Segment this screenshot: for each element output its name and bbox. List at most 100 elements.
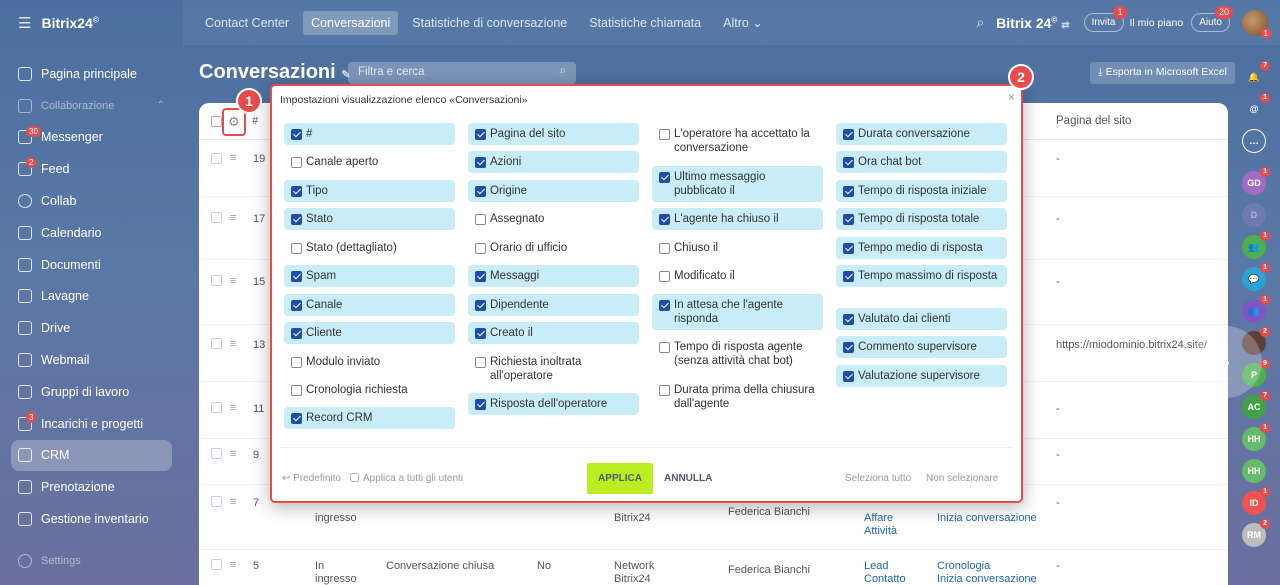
column-option[interactable]: Tipo xyxy=(284,180,455,202)
column-option[interactable]: Tempo massimo di risposta xyxy=(836,265,1007,287)
my-plan-link[interactable]: Il mio piano xyxy=(1129,16,1184,29)
column-option[interactable]: In attesa che l'agente risponda xyxy=(652,294,823,330)
column-option[interactable]: Orario di ufficio xyxy=(468,237,639,259)
apply-all-users-checkbox[interactable]: Applica a tutti gli utenti xyxy=(350,473,463,484)
pin-icon[interactable]: ✎ xyxy=(341,69,351,81)
select-all-checkbox[interactable] xyxy=(211,116,222,127)
checkbox[interactable] xyxy=(843,186,854,197)
column-option[interactable]: Assegnato xyxy=(468,208,639,230)
search-input[interactable]: Filtra e cerca ⌕ xyxy=(348,62,576,84)
menu-icon[interactable]: ☰ xyxy=(18,14,32,32)
row-checkbox[interactable] xyxy=(211,153,222,164)
rail-avatar[interactable]: HH 1 xyxy=(1242,423,1270,451)
checkbox[interactable] xyxy=(659,243,670,254)
sidebar-item-inventario[interactable]: Gestione inventario xyxy=(0,503,183,535)
checkbox[interactable] xyxy=(291,243,302,254)
sidebar-item-incarichi[interactable]: 3 Incarichi e progetti xyxy=(0,408,183,440)
checkbox[interactable] xyxy=(291,186,302,197)
sidebar-item-collab[interactable]: Collab xyxy=(0,185,183,217)
column-option[interactable]: Durata conversazione xyxy=(836,123,1007,145)
checkbox[interactable] xyxy=(659,300,670,311)
checkbox[interactable] xyxy=(475,214,486,225)
row-crm-link[interactable]: Contatto xyxy=(864,573,906,585)
checkbox[interactable] xyxy=(843,314,854,325)
sidebar-item-collaborazione[interactable]: Collaborazione ⌃ xyxy=(0,90,183,122)
column-option[interactable]: Creato il xyxy=(468,322,639,344)
sidebar-item-prenotazione[interactable]: Prenotazione xyxy=(0,471,183,503)
checkbox[interactable] xyxy=(475,157,486,168)
checkbox[interactable] xyxy=(843,157,854,168)
table-row[interactable]: ≡ 5 In ingresso Conversazione chiusa No N… xyxy=(199,550,1228,585)
column-option[interactable]: Valutato dai clienti xyxy=(836,308,1007,330)
next-arrow-icon[interactable]: › xyxy=(1190,326,1262,398)
rail-avatar[interactable]: GD 1 xyxy=(1242,167,1270,195)
column-option[interactable]: Record CRM xyxy=(284,407,455,429)
column-option[interactable]: Canale aperto xyxy=(284,151,455,173)
sidebar-item-settings[interactable]: Settings xyxy=(0,545,183,577)
column-option[interactable]: Ora chat bot xyxy=(836,151,1007,173)
checkbox[interactable] xyxy=(475,271,486,282)
column-option[interactable]: Dipendente xyxy=(468,294,639,316)
col-header-site[interactable]: Pagina del sito xyxy=(1056,115,1132,127)
checkbox[interactable] xyxy=(475,300,486,311)
sidebar-item-documenti[interactable]: Documenti xyxy=(0,249,183,281)
column-option[interactable]: Origine xyxy=(468,180,639,202)
row-checkbox[interactable] xyxy=(211,448,222,459)
checkbox[interactable] xyxy=(843,214,854,225)
checkbox[interactable] xyxy=(659,129,670,140)
row-checkbox[interactable] xyxy=(211,559,222,570)
drag-handle-icon[interactable]: ≡ xyxy=(230,338,237,350)
checkbox[interactable] xyxy=(291,385,302,396)
checkbox[interactable] xyxy=(843,129,854,140)
checkbox[interactable] xyxy=(659,271,670,282)
row-action-link[interactable]: Inizia conversazione xyxy=(937,573,1037,585)
select-none-link[interactable]: Non selezionare xyxy=(926,473,999,484)
checkbox[interactable] xyxy=(291,157,302,168)
column-option[interactable]: Cronologia richiesta xyxy=(284,379,455,401)
col-header-hash[interactable]: # xyxy=(252,115,259,127)
column-option[interactable]: Risposta dell'operatore xyxy=(468,393,639,415)
column-option[interactable]: Tempo di risposta agente (senza attività… xyxy=(652,336,823,372)
checkbox[interactable] xyxy=(659,342,670,353)
rail-avatar[interactable]: RM 2 xyxy=(1242,519,1270,547)
bell-icon[interactable]: 🔔 7 xyxy=(1242,61,1270,89)
gear-icon[interactable]: ⚙ xyxy=(228,114,240,129)
checkbox[interactable] xyxy=(475,129,486,140)
checkbox[interactable] xyxy=(291,129,302,140)
tab-altro[interactable]: Altro ⌄ xyxy=(715,10,771,35)
sidebar-item-messenger[interactable]: 30 Messenger xyxy=(0,122,183,154)
sidebar-item-drive[interactable]: Drive xyxy=(0,312,183,344)
drag-handle-icon[interactable]: ≡ xyxy=(230,152,237,164)
checkbox[interactable] xyxy=(475,357,486,368)
drag-handle-icon[interactable]: ≡ xyxy=(230,275,237,287)
select-all-link[interactable]: Seleziona tutto xyxy=(845,473,912,484)
checkbox[interactable] xyxy=(843,243,854,254)
column-option[interactable]: L'agente ha chiuso il xyxy=(652,208,823,230)
column-option[interactable]: Cliente xyxy=(284,322,455,344)
search-icon[interactable]: ⌕ xyxy=(976,14,985,30)
row-checkbox[interactable] xyxy=(211,402,222,413)
checkbox[interactable] xyxy=(843,271,854,282)
close-icon[interactable]: × xyxy=(1007,90,1015,104)
checkbox[interactable] xyxy=(659,385,670,396)
column-option[interactable]: Stato xyxy=(284,208,455,230)
rail-avatar[interactable]: ID 1 xyxy=(1242,487,1270,515)
table-row[interactable]: ≡ 7 ingresso Bitrix24 Federica Bianchi Af… xyxy=(199,485,1228,550)
checkbox[interactable] xyxy=(291,214,302,225)
rail-avatar[interactable]: AC 7 xyxy=(1242,391,1270,419)
sidebar-item-webmail[interactable]: Webmail xyxy=(0,344,183,376)
group-chat-icon[interactable]: 💬 1 xyxy=(1242,263,1270,291)
column-option[interactable]: Canale xyxy=(284,294,455,316)
logo[interactable]: Bitrix24© xyxy=(41,14,99,31)
drag-handle-icon[interactable]: ≡ xyxy=(230,496,237,508)
rail-avatar[interactable]: HH xyxy=(1242,459,1266,483)
invite-button[interactable]: Invita 1 xyxy=(1083,6,1127,32)
default-link[interactable]: ↩ Predefinito xyxy=(282,473,341,484)
tab-conversazioni[interactable]: Conversazioni xyxy=(303,10,399,35)
rail-avatar[interactable]: 2 xyxy=(1242,327,1270,355)
checkbox[interactable] xyxy=(475,186,486,197)
column-option[interactable]: Commento supervisore xyxy=(836,336,1007,358)
column-option[interactable]: # xyxy=(284,123,455,145)
sidebar-item-feed[interactable]: 2 Feed xyxy=(0,153,183,185)
